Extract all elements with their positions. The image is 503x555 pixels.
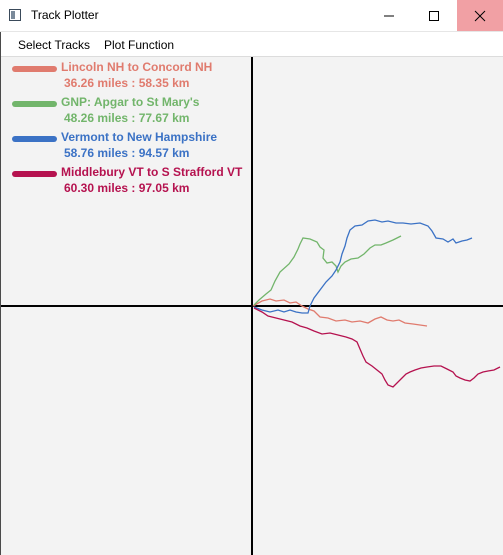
- legend-track-distance: 48.26 miles : 77.67 km: [64, 111, 190, 125]
- track-lincoln-concord: [252, 298, 428, 327]
- window-title: Track Plotter: [31, 8, 99, 22]
- maximize-button[interactable]: [411, 0, 457, 31]
- maximize-icon: [429, 10, 439, 21]
- track-gnp-apgar: [253, 235, 402, 306]
- legend-swatch: [12, 171, 57, 177]
- menu-plot-function[interactable]: Plot Function: [104, 38, 175, 52]
- app-icon: [9, 9, 21, 21]
- menu-select-tracks[interactable]: Select Tracks: [18, 38, 91, 52]
- legend-swatch: [12, 101, 57, 107]
- minimize-button[interactable]: [366, 0, 412, 31]
- track-vt-nh: [253, 219, 473, 314]
- legend-track-distance: 60.30 miles : 97.05 km: [64, 181, 190, 195]
- legend-track-name: Lincoln NH to Concord NH: [61, 60, 213, 74]
- legend-track-distance: 58.76 miles : 94.57 km: [64, 146, 190, 160]
- legend-track-name: Vermont to New Hampshire: [61, 130, 218, 144]
- legend-track-name: GNP: Apgar to St Mary's: [61, 95, 200, 109]
- legend-track-name: Middlebury VT to S Strafford VT: [61, 165, 243, 179]
- window-border: [0, 32, 1, 555]
- menu-bar: Select Tracks Plot Function: [0, 32, 503, 57]
- close-button[interactable]: [457, 0, 503, 31]
- legend-swatch: [12, 136, 57, 142]
- legend-track-distance: 36.26 miles : 58.35 km: [64, 76, 190, 90]
- title-bar: Track Plotter: [0, 0, 503, 32]
- track-middlebury-strafford: [253, 307, 501, 388]
- close-icon: [474, 10, 486, 21]
- minimize-icon: [384, 15, 394, 16]
- legend-swatch: [12, 66, 57, 72]
